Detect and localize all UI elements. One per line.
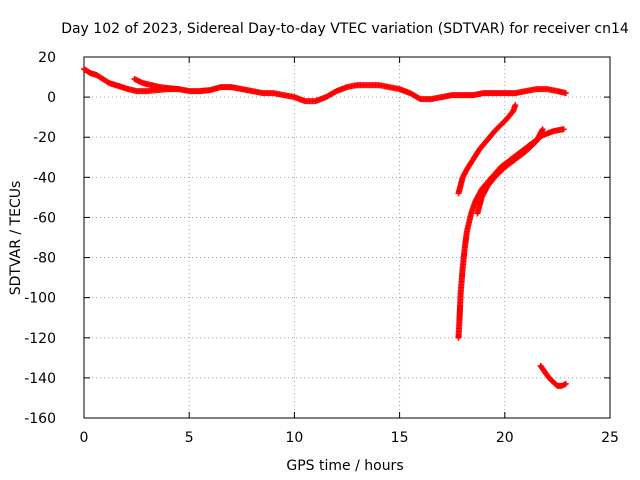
y-tick-label: -40 <box>33 170 56 186</box>
axis-ticks: 0 5 10 15 20 25 20 0 -20 -40 -60 -80 -100 -120 -140 -16… <box>24 50 619 446</box>
series-2 <box>455 102 519 197</box>
y-tick-label: -100 <box>24 291 56 307</box>
data-marks <box>81 66 569 389</box>
series-5 <box>537 362 569 389</box>
x-tick-label: 0 <box>80 430 89 446</box>
x-axis-title: GPS time / hours <box>286 458 403 474</box>
y-tick-label: -20 <box>33 130 56 146</box>
y-tick-label: 20 <box>38 50 56 66</box>
series-1 <box>131 76 182 93</box>
data-point <box>560 126 567 133</box>
y-tick-label: -60 <box>33 210 56 226</box>
x-tick-label: 25 <box>601 430 619 446</box>
y-tick-label: -160 <box>24 411 56 427</box>
data-point <box>512 102 519 109</box>
series-4 <box>474 126 546 217</box>
data-point <box>562 90 569 97</box>
y-axis-title: SDTVAR / TECUs <box>8 181 24 296</box>
chart-title: Day 102 of 2023, Sidereal Day-to-day VTE… <box>61 21 629 37</box>
y-tick-label: -120 <box>24 331 56 347</box>
x-tick-label: 5 <box>185 430 194 446</box>
x-tick-label: 10 <box>285 430 303 446</box>
data-point <box>539 126 546 133</box>
y-tick-label: 0 <box>47 90 56 106</box>
y-tick-label: -80 <box>33 251 56 267</box>
data-point <box>562 380 569 387</box>
x-tick-label: 20 <box>496 430 514 446</box>
x-tick-label: 15 <box>391 430 409 446</box>
data-point <box>175 86 182 93</box>
y-tick-label: -140 <box>24 371 56 387</box>
plot-frame <box>83 56 611 419</box>
